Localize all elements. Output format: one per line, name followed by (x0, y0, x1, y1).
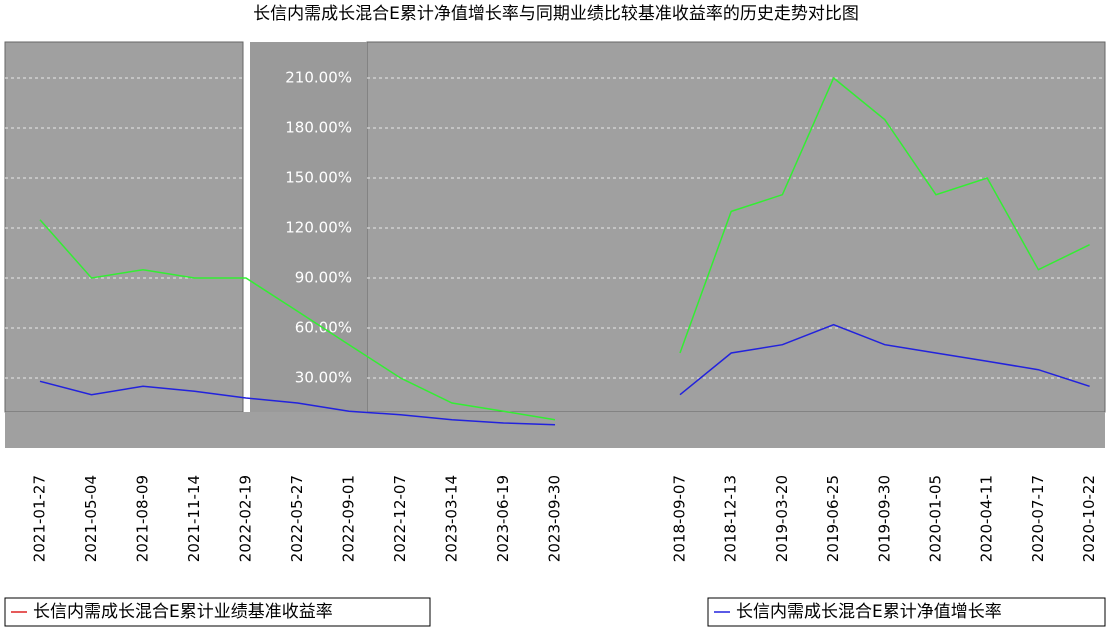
legend-label: 长信内需成长混合E累计净值增长率 (736, 602, 1002, 622)
left-panel (4, 41, 244, 413)
x-tick-label: 2019-03-20 (773, 475, 791, 562)
chart-title: 长信内需成长混合E累计净值增长率与同期业绩比较基准收益率的历史走势对比图 (253, 4, 859, 24)
x-tick-label: 2020-04-11 (978, 475, 996, 562)
x-tick-label: 2021-08-09 (134, 475, 152, 562)
x-tick-label: 2020-07-17 (1029, 475, 1047, 562)
y-tick-label: 90.00% (295, 269, 352, 287)
x-tick-label: 2018-12-13 (722, 475, 740, 562)
plot-area (366, 41, 1106, 413)
y-tick-label: 120.00% (285, 219, 352, 237)
series-line (39, 76, 1090, 421)
axis-band (250, 42, 367, 412)
x-tick-label: 2022-12-07 (391, 475, 409, 562)
x-tick-label: 2021-01-27 (31, 475, 49, 562)
x-tick-label: 2018-09-07 (671, 475, 689, 562)
x-tick-label: 2019-06-25 (824, 475, 842, 562)
x-tick-label: 2022-02-19 (237, 475, 255, 562)
x-tick-label: 2022-09-01 (340, 475, 358, 562)
bottom-band (5, 412, 1105, 448)
y-tick-label: 180.00% (285, 119, 352, 137)
legend-label: 长信内需成长混合E累计业绩基准收益率 (33, 602, 333, 622)
series-line (39, 323, 1090, 426)
legend-box (707, 597, 1106, 627)
x-tick-label: 2021-11-14 (185, 475, 203, 562)
x-tick-label: 2019-09-30 (875, 475, 893, 562)
y-tick-label: 30.00% (295, 369, 352, 387)
x-tick-label: 2022-05-27 (288, 475, 306, 562)
x-tick-label: 2023-09-30 (546, 475, 564, 562)
x-tick-label: 2021-05-04 (82, 475, 100, 562)
x-tick-label: 2020-10-22 (1080, 475, 1098, 562)
x-tick-label: 2023-03-14 (443, 475, 461, 562)
y-tick-label: 150.00% (285, 169, 352, 187)
legend-box (4, 597, 431, 627)
x-tick-label: 2023-06-19 (494, 475, 512, 562)
y-tick-label: 210.00% (285, 69, 352, 87)
x-tick-label: 2020-01-05 (927, 475, 945, 562)
